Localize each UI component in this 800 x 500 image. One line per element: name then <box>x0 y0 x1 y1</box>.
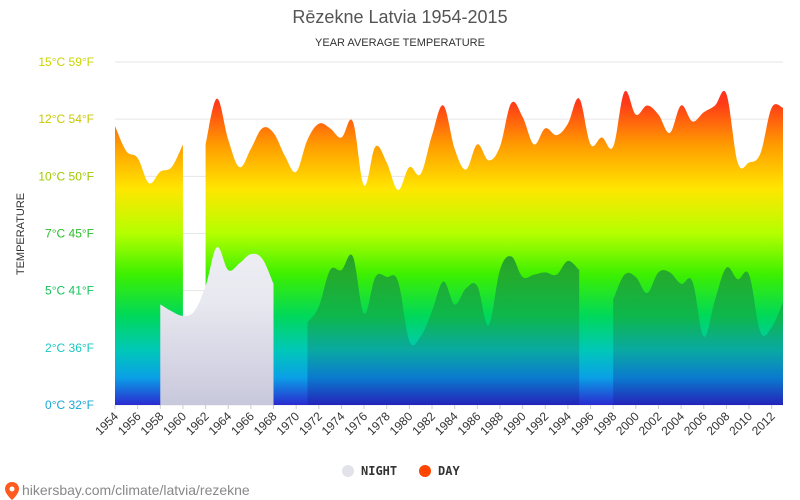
x-tick-label: 2010 <box>726 409 755 438</box>
y-tick-label: 10°C 50°F <box>38 169 94 183</box>
x-tick-label: 1982 <box>409 409 438 438</box>
x-tick-label: 1972 <box>296 409 325 438</box>
y-tick-label: 2°C 36°F <box>45 341 94 355</box>
night-area <box>307 254 580 405</box>
x-tick-label: 1986 <box>455 409 484 438</box>
x-tick-label: 1964 <box>206 409 235 438</box>
legend-day-swatch <box>419 465 431 477</box>
x-tick-label: 2002 <box>636 409 665 438</box>
x-tick-label: 1980 <box>387 409 416 438</box>
x-tick-label: 1966 <box>228 409 257 438</box>
x-tick-label: 1968 <box>251 409 280 438</box>
footer-link[interactable]: hikersbay.com/climate/latvia/rezekne <box>5 482 250 500</box>
y-tick-label: 0°C 32°F <box>45 398 94 412</box>
legend-night-label: NIGHT <box>361 464 397 478</box>
x-tick-label: 2006 <box>681 409 710 438</box>
x-tick-label: 1976 <box>341 409 370 438</box>
x-axis-ticks: 1954195619581960196219641966196819701972… <box>92 405 778 438</box>
x-tick-label: 1970 <box>273 409 302 438</box>
night-area <box>160 246 274 405</box>
location-pin-dot <box>9 486 15 492</box>
x-tick-label: 1994 <box>545 409 574 438</box>
x-tick-label: 1962 <box>183 409 212 438</box>
x-tick-label: 1998 <box>591 409 620 438</box>
legend: NIGHT DAY <box>342 464 460 478</box>
x-tick-label: 1996 <box>568 409 597 438</box>
x-tick-label: 1960 <box>160 409 189 438</box>
x-tick-label: 2000 <box>613 409 642 438</box>
chart-subtitle: YEAR AVERAGE TEMPERATURE <box>315 37 485 49</box>
legend-day-label: DAY <box>438 464 460 478</box>
footer-url[interactable]: hikersbay.com/climate/latvia/rezekne <box>22 482 250 498</box>
y-axis-label: TEMPERATURE <box>15 193 27 275</box>
legend-night-swatch <box>342 465 354 477</box>
x-tick-label: 1958 <box>138 409 167 438</box>
x-tick-label: 2008 <box>704 409 733 438</box>
y-tick-label: 7°C 45°F <box>45 227 94 241</box>
x-tick-label: 1956 <box>115 409 144 438</box>
night-area <box>613 267 783 405</box>
x-tick-label: 2012 <box>749 409 778 438</box>
x-tick-label: 2004 <box>658 409 687 438</box>
x-tick-label: 1988 <box>477 409 506 438</box>
y-tick-label: 12°C 54°F <box>38 112 94 126</box>
night-series <box>160 246 783 405</box>
x-tick-label: 1984 <box>432 409 461 438</box>
y-tick-label: 15°C 59°F <box>38 55 94 69</box>
chart-title: Rēzekne Latvia 1954-2015 <box>292 7 507 27</box>
legend-item-night[interactable]: NIGHT <box>342 464 397 478</box>
x-tick-label: 1954 <box>92 409 121 438</box>
x-tick-label: 1978 <box>364 409 393 438</box>
x-tick-label: 1992 <box>523 409 552 438</box>
legend-item-day[interactable]: DAY <box>419 464 460 478</box>
y-axis-ticks: 0°C 32°F 2°C 36°F 5°C 41°F 7°C 45°F 10°C 50°… <box>38 55 94 412</box>
x-tick-label: 1990 <box>500 409 529 438</box>
y-tick-label: 5°C 41°F <box>45 284 94 298</box>
x-tick-label: 1974 <box>319 409 348 438</box>
